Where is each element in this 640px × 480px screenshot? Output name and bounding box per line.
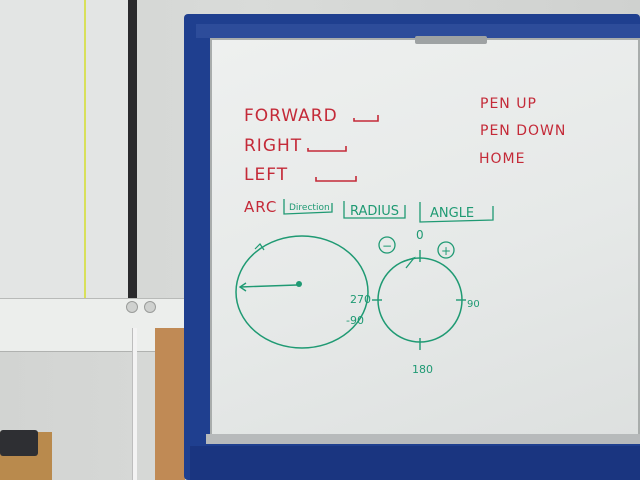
command-right: RIGHT [244, 136, 302, 156]
plus-circle-icon [437, 241, 455, 259]
angle-label-minus-90: -90 [346, 314, 364, 327]
command-home: HOME [479, 151, 525, 167]
arc-param-angle: ANGLE [430, 206, 474, 221]
angle-label-90: 90 [467, 299, 480, 310]
rotation-arrow-icon [401, 256, 416, 269]
command-pen-down: PEN DOWN [480, 123, 566, 139]
command-forward: FORWARD [244, 106, 338, 126]
blank-underline [307, 146, 347, 152]
compass-circle [377, 257, 463, 343]
blank-underline [315, 176, 357, 182]
power-socket [144, 301, 156, 313]
whiteboard-top-rail [196, 24, 640, 38]
param-bracket [343, 201, 406, 219]
radius-circle [235, 235, 369, 349]
arrow-head-icon [238, 282, 247, 292]
cable [132, 328, 137, 480]
minus-circle-icon [378, 236, 396, 254]
arc-param-direction: Direction [289, 203, 330, 213]
plus-sign: + [441, 244, 451, 258]
command-pen-up: PEN UP [480, 96, 537, 112]
angle-label-270: 270 [350, 293, 371, 306]
whiteboard-ledge [206, 434, 640, 444]
wooden-cabinet [155, 328, 185, 480]
arc-param-radius: RADIUS [350, 204, 399, 219]
command-arc: ARC [244, 198, 277, 216]
blank-underline [353, 115, 379, 122]
angle-label-0: 0 [416, 228, 424, 242]
power-socket [126, 301, 138, 313]
minus-sign: − [382, 239, 392, 253]
whiteboard-clip [415, 36, 487, 44]
center-dot [296, 281, 302, 287]
whiteboard-stand [190, 446, 640, 480]
param-bracket [419, 202, 494, 223]
arc-direction-mark [254, 243, 265, 251]
projected-line [84, 0, 86, 305]
param-bracket [283, 199, 333, 215]
desk-device [0, 430, 38, 456]
projection-screen [0, 0, 137, 318]
angle-label-180: 180 [412, 363, 433, 376]
radius-arrow [239, 284, 298, 288]
command-left: LEFT [244, 165, 288, 185]
